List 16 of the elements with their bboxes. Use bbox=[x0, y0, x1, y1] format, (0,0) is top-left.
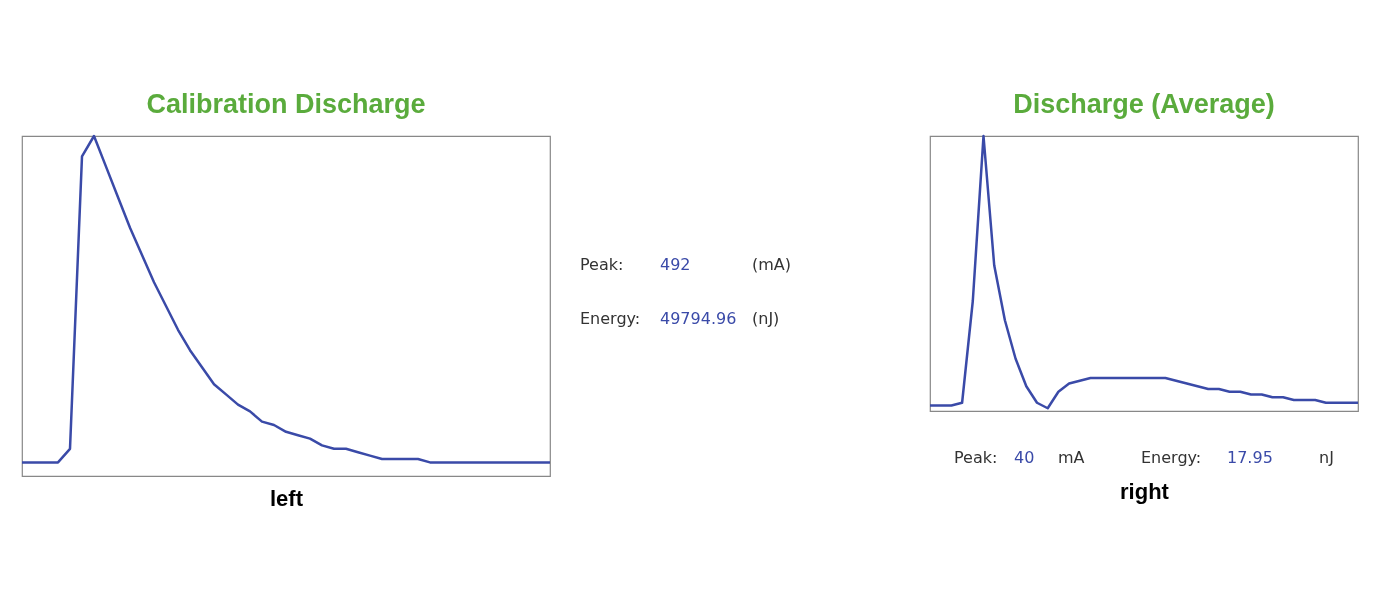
text: 40 bbox=[1014, 448, 1035, 467]
text: Peak: bbox=[954, 448, 998, 467]
text: 17.95 bbox=[1227, 448, 1273, 467]
chart-title: Calibration Discharge bbox=[146, 88, 426, 119]
text: Energy: bbox=[1141, 448, 1202, 467]
text: (mA) bbox=[752, 255, 792, 274]
text: nJ bbox=[1319, 448, 1334, 467]
text: 492 bbox=[660, 255, 691, 274]
text: (nJ) bbox=[752, 309, 780, 328]
text: mA bbox=[1058, 448, 1085, 467]
x-axis-title: left bbox=[270, 485, 304, 511]
chart-title: Discharge (Average) bbox=[1013, 88, 1275, 119]
text: Energy: bbox=[580, 309, 641, 328]
text: Peak: bbox=[580, 255, 624, 274]
text: 49794.96 bbox=[660, 309, 737, 328]
x-axis-title: right bbox=[1120, 478, 1170, 504]
